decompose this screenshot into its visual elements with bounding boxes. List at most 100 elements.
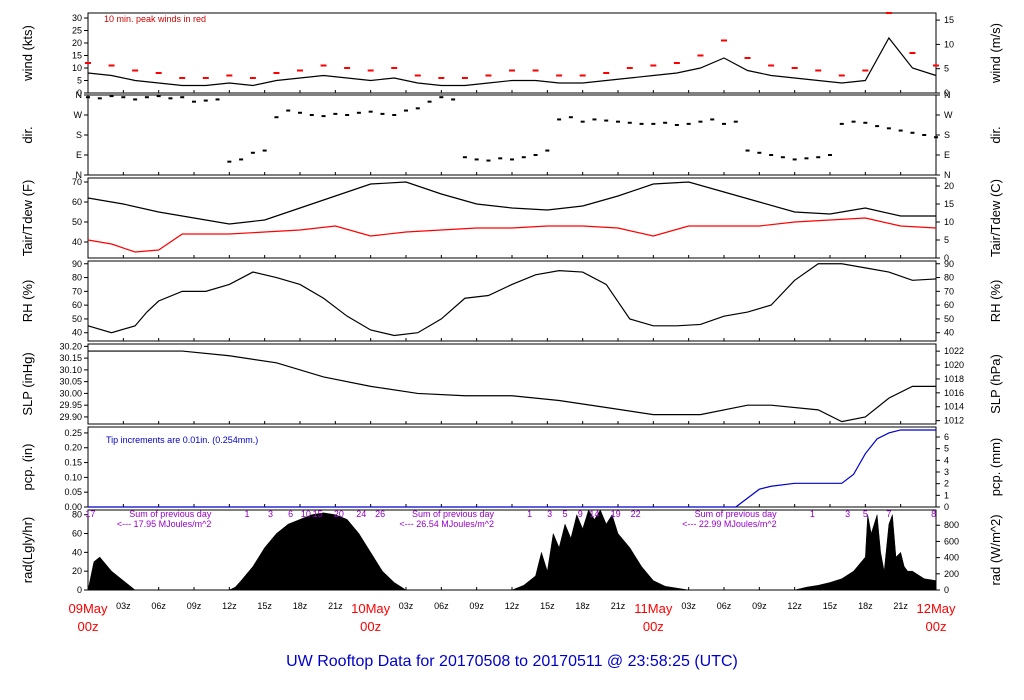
x-day-label: 09May [68, 601, 108, 616]
dir-point [133, 98, 138, 101]
dir-point [792, 158, 797, 161]
dir-point [144, 96, 149, 99]
x-hour-label: 21z [611, 601, 626, 611]
right-tick-label: 2 [944, 479, 949, 489]
left-tick-label: W [74, 110, 83, 120]
dir-point [568, 116, 573, 119]
x-hour-label: 15z [540, 601, 555, 611]
peak-mark [650, 64, 657, 67]
right-tick-label: 5 [944, 235, 949, 245]
peak-mark [909, 52, 916, 54]
peak-mark [933, 64, 939, 67]
dir-point [180, 96, 185, 99]
panel-wind: 0 5 10 15 20 25 30 0 5 10 15 wind (kts) wind (m/s) 10… [20, 12, 1003, 98]
left-tick-label: S [76, 130, 82, 140]
rad-hour-marker: 26 [375, 509, 385, 519]
peak-mark [838, 74, 845, 77]
dir-point [298, 111, 302, 114]
peak-mark [179, 77, 186, 79]
panel-frame [87, 260, 937, 342]
right-tick-label: 80 [944, 273, 954, 283]
peak-mark [155, 72, 162, 74]
peak-mark [509, 69, 515, 72]
right-tick-label: 5 [944, 64, 949, 74]
dir-point [722, 122, 726, 125]
x-hour-label: 12z [505, 601, 520, 611]
dir-point [780, 156, 785, 159]
left-tick-label: 80 [72, 510, 82, 520]
peak-mark [414, 74, 421, 77]
peak-mark [768, 64, 775, 67]
peak-mark [744, 57, 751, 59]
right-tick-label: 15 [944, 199, 954, 209]
peak-mark [485, 74, 492, 77]
dir-point [745, 149, 750, 152]
right-tick-label: N [944, 170, 951, 180]
rad-hour-marker: 10 [301, 509, 311, 519]
right-tick-label: S [944, 130, 950, 140]
rad-hour-marker: 5 [562, 509, 567, 519]
left-tick-label: 20 [72, 38, 82, 48]
dir-point [321, 115, 326, 118]
peak-mark [603, 72, 610, 74]
dir-point [498, 157, 503, 160]
rad-hour-marker: 8 [931, 509, 936, 519]
dir-point [97, 97, 102, 100]
dir-point [828, 154, 832, 156]
left-tick-label: 60 [72, 529, 82, 539]
panel-frame [87, 509, 937, 591]
left-tick-label: 30.00 [59, 388, 82, 398]
right-tick-label: 1018 [944, 374, 964, 384]
dir-point [474, 158, 479, 161]
panel-frame [87, 343, 937, 425]
dir-point [521, 156, 526, 159]
right-tick-label: 800 [944, 520, 959, 530]
right-tick-label: 600 [944, 536, 959, 546]
dir-point [86, 96, 90, 99]
left-tick-label: 29.90 [59, 412, 82, 422]
dir-point [851, 120, 856, 123]
ylabel-right: SLP (hPa) [988, 354, 1003, 414]
right-tick-label: 15 [944, 15, 954, 25]
left-tick-label: 0.10 [64, 472, 82, 482]
peak-mark [132, 69, 139, 72]
rad-sum-value: <--- 22.99 MJoules/m^2 [682, 519, 777, 529]
dir-point [557, 118, 562, 121]
dir-point [863, 121, 868, 124]
peak-mark [273, 72, 280, 74]
right-tick-label: 0 [944, 253, 949, 263]
series-Tdew [87, 217, 937, 253]
dir-point [274, 116, 279, 119]
right-tick-label: 1020 [944, 360, 964, 370]
right-tick-label: 90 [944, 259, 954, 269]
peak-mark [249, 77, 256, 79]
peak-mark [108, 64, 115, 67]
left-tick-label: 30.20 [59, 341, 82, 351]
ylabel-left: Tair/Tdew (F) [20, 180, 35, 257]
left-tick-label: 10 [72, 63, 82, 73]
x-day-label: 12May [916, 601, 956, 616]
dir-point [651, 122, 656, 125]
dir-point [109, 95, 114, 98]
panel-rh: 40 50 60 70 80 90 40 50 60 70 80 90 RH (%) RH (%) [20, 259, 1003, 342]
dir-point [239, 158, 244, 161]
left-tick-label: 60 [72, 300, 82, 310]
rad-sum-label: Sum of previous day [129, 509, 212, 519]
dir-point [674, 124, 679, 126]
x-hour-label: 21z [328, 601, 343, 611]
panel-frame [87, 426, 937, 508]
left-tick-label: 29.95 [59, 400, 82, 410]
dir-point [404, 109, 408, 112]
rad-hour-marker: 1 [527, 509, 532, 519]
left-tick-label: 0.20 [64, 443, 82, 453]
rad-hour-marker: 7 [886, 509, 891, 519]
rad-hour-marker: 17 [85, 509, 95, 519]
left-tick-label: 50 [72, 217, 82, 227]
dir-point [250, 151, 255, 154]
ylabel-right: Tair/Tdew (C) [988, 179, 1003, 257]
rad-hour-marker: 5 [863, 509, 868, 519]
dir-point [816, 156, 821, 159]
ylabel-left: SLP (inHg) [20, 352, 35, 415]
left-tick-label: 70 [72, 286, 82, 296]
